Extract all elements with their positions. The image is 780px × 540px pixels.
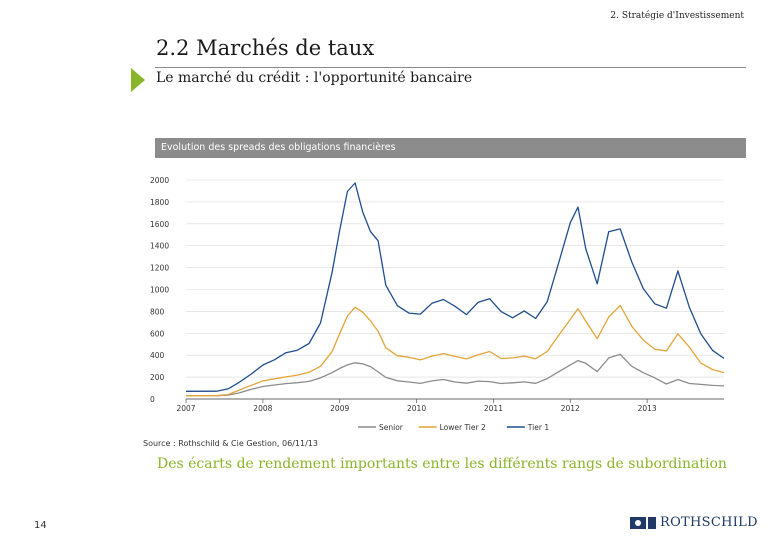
y-tick-label: 1600 (150, 220, 169, 229)
x-tick-label: 2012 (561, 404, 580, 413)
chart-caption: Des écarts de rendement importants entre… (157, 456, 727, 472)
x-tick-label: 2013 (638, 404, 657, 413)
series-line-tier-1 (185, 182, 725, 392)
y-tick-label: 200 (150, 373, 165, 382)
x-tick-label: 2008 (253, 404, 272, 413)
source-note: Source : Rothschild & Cie Gestion, 06/11… (143, 439, 318, 448)
y-tick-label: 1200 (150, 264, 169, 273)
page-subtitle: Le marché du crédit : l'opportunité banc… (156, 70, 473, 86)
page-title: 2.2 Marchés de taux (156, 36, 375, 60)
y-tick-label: 1000 (150, 286, 169, 295)
x-tick-label: 2007 (176, 404, 195, 413)
page-number: 14 (34, 520, 47, 531)
y-tick-label: 1800 (150, 198, 169, 207)
y-tick-label: 0 (150, 395, 155, 404)
x-tick-label: 2010 (407, 404, 426, 413)
series-line-lower-tier-2 (186, 304, 725, 397)
logo-emblem-icon-2 (648, 516, 656, 529)
series-line-senior (186, 353, 725, 397)
y-tick-label: 800 (150, 307, 165, 316)
y-tick-label: 400 (150, 351, 165, 360)
x-tick-label: 2011 (484, 404, 503, 413)
arrow-bullet-icon (131, 68, 145, 92)
legend-label: Senior (379, 423, 404, 432)
y-tick-label: 2000 (150, 176, 169, 185)
legend-label: Lower Tier 2 (440, 423, 486, 432)
x-tick-label: 2009 (330, 404, 349, 413)
chart-header-bar: Evolution des spreads des obligations fi… (155, 138, 746, 158)
y-tick-label: 1400 (150, 242, 169, 251)
section-label: 2. Stratégie d'Investissement (610, 11, 744, 21)
brand-name: ROTHSCHILD (660, 515, 758, 530)
y-tick-label: 600 (150, 329, 165, 338)
legend-label: Tier 1 (527, 423, 550, 432)
title-divider (155, 67, 746, 68)
rothschild-logo: ROTHSCHILD (630, 515, 758, 530)
logo-emblem-icon (630, 516, 646, 529)
